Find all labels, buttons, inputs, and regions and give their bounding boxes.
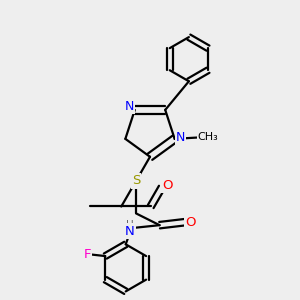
Text: S: S (132, 175, 140, 188)
Text: N: N (125, 225, 135, 238)
Text: O: O (185, 216, 196, 229)
Text: O: O (162, 178, 172, 191)
Text: F: F (84, 248, 92, 261)
Text: H: H (126, 220, 134, 230)
Text: N: N (125, 100, 134, 113)
Text: CH₃: CH₃ (197, 132, 218, 142)
Text: N: N (176, 131, 185, 144)
